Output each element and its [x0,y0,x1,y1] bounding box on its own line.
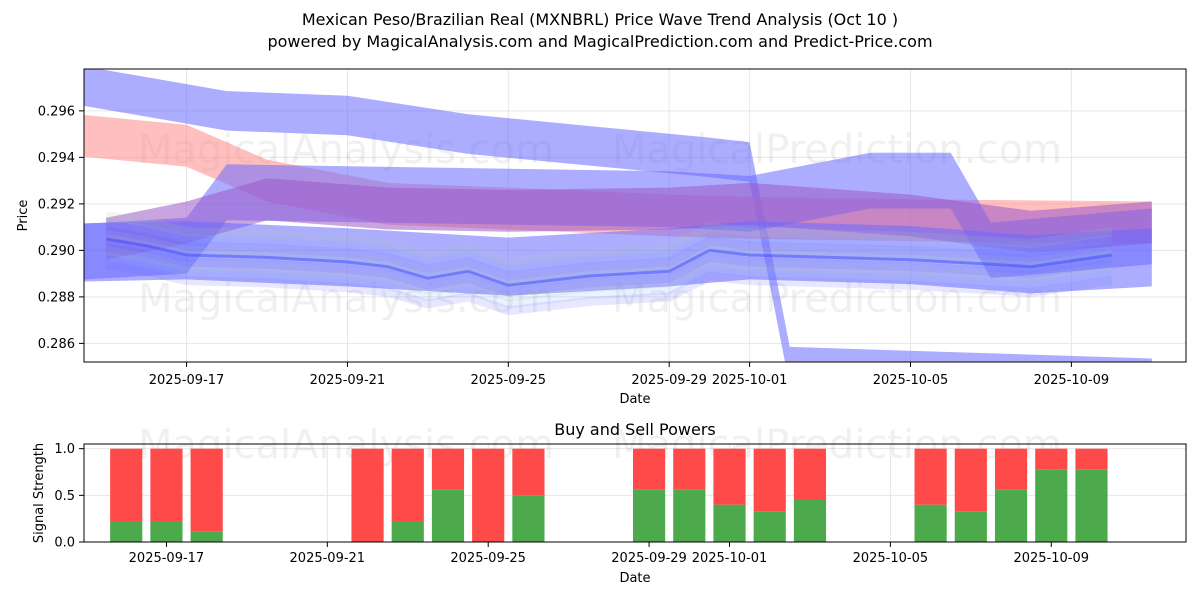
wave-bundle-line [105,234,1113,290]
wave-band-blue-wave-low [84,221,1152,296]
bar-y-axis-label: Signal Strength [32,443,47,543]
buy-bar [1035,469,1068,542]
buy-bar [391,521,424,542]
bar-x-tick-label: 2025-09-25 [450,551,526,566]
sell-bar [512,448,545,496]
sell-bar [190,448,223,532]
y-tick-label: 0.296 [38,104,75,119]
sell-bar [793,448,827,500]
sell-bar [351,448,384,542]
buy-bar [110,521,143,542]
buy-bar [673,489,706,542]
sell-bar [110,448,143,522]
x-tick-label: 2025-10-09 [1034,373,1110,388]
bar-chart-title: Buy and Sell Powers [554,420,716,439]
wave-bundle-line [105,211,1113,267]
wave-bundle-line [105,241,1113,297]
sell-bar [632,448,666,490]
bar-x-tick-label: 2025-10-01 [692,551,768,566]
buy-bar [431,489,465,542]
buy-bar [753,511,786,542]
bar-x-tick-label: 2025-10-09 [1013,551,1089,566]
buy-bar [793,500,827,542]
wave-band-purple-wave [106,178,1152,260]
wave-bundle-line [105,229,1113,286]
sell-bar [954,448,987,512]
buy-bar [150,521,183,542]
bar-x-tick-label: 2025-10-05 [853,551,929,566]
bottom-axes-frame [83,443,1187,543]
wave-band-blue-wave-high [84,69,1152,362]
wave-bundle-line [105,225,1113,281]
x-tick-label: 2025-09-21 [310,373,386,388]
wave-bundle-line [105,245,1113,302]
wave-bundle-line [105,218,1113,274]
sell-bar [391,448,424,522]
chart-title-line1: Mexican Peso/Brazilian Real (MXNBRL) Pri… [302,10,898,29]
sell-bar [1035,448,1068,470]
sell-bar [914,448,947,505]
chart-title-line2: powered by MagicalAnalysis.com and Magic… [267,32,932,51]
x-tick-label: 2025-09-25 [471,373,547,388]
price-wave-panel: 2025-09-17 2025-09-21 2025-09-25 2025-09-29… [16,68,1187,407]
buy-bar [954,511,987,542]
y-tick-label: 0.292 [38,197,75,212]
sell-bar [150,448,183,522]
sell-bar [994,448,1028,490]
wave-bundle-line [105,252,1113,309]
x-tick-label: 2025-09-29 [631,373,707,388]
y-tick-label: 0.286 [38,337,75,352]
bar-x-tick-label: 2025-09-21 [290,551,366,566]
x-axis-label: Date [619,392,650,407]
sell-bar [1075,448,1108,470]
buy-bar [994,489,1028,542]
buy-bar [914,504,947,542]
y-tick-label: 0.290 [38,244,75,259]
buy-bar [1075,469,1108,542]
x-tick-label: 2025-09-17 [149,373,225,388]
bar-x-tick-label: 2025-09-17 [129,551,205,566]
y-tick-label: 0.294 [38,151,75,166]
sell-bar [472,448,505,542]
buy-bar [632,489,666,542]
y-axis-label: Price [16,200,31,232]
bar-y-tick-label: 0.0 [54,536,75,551]
x-tick-label: 2025-10-01 [712,373,788,388]
buy-sell-panel: Buy and Sell Powers 2025-09-17 2025-09-21 2… [32,420,1187,586]
top-axes-frame [83,68,1187,363]
bar-y-tick-label: 1.0 [54,442,75,457]
y-tick-label: 0.288 [38,290,75,305]
sell-bar [753,448,786,512]
x-tick-label: 2025-10-05 [873,373,949,388]
sell-bar [673,448,706,490]
wave-bundle-core [105,237,1112,287]
buy-bar [190,531,223,542]
bar-x-axis-label: Date [619,571,650,586]
bar-y-tick-label: 0.5 [54,489,75,504]
buy-bar [512,495,545,542]
wave-layer [84,69,1152,362]
wave-bundle-line [105,259,1113,316]
buy-bar [713,504,746,542]
bar-x-tick-label: 2025-09-29 [611,551,687,566]
sell-bar [713,448,746,505]
sell-bar [431,448,465,490]
